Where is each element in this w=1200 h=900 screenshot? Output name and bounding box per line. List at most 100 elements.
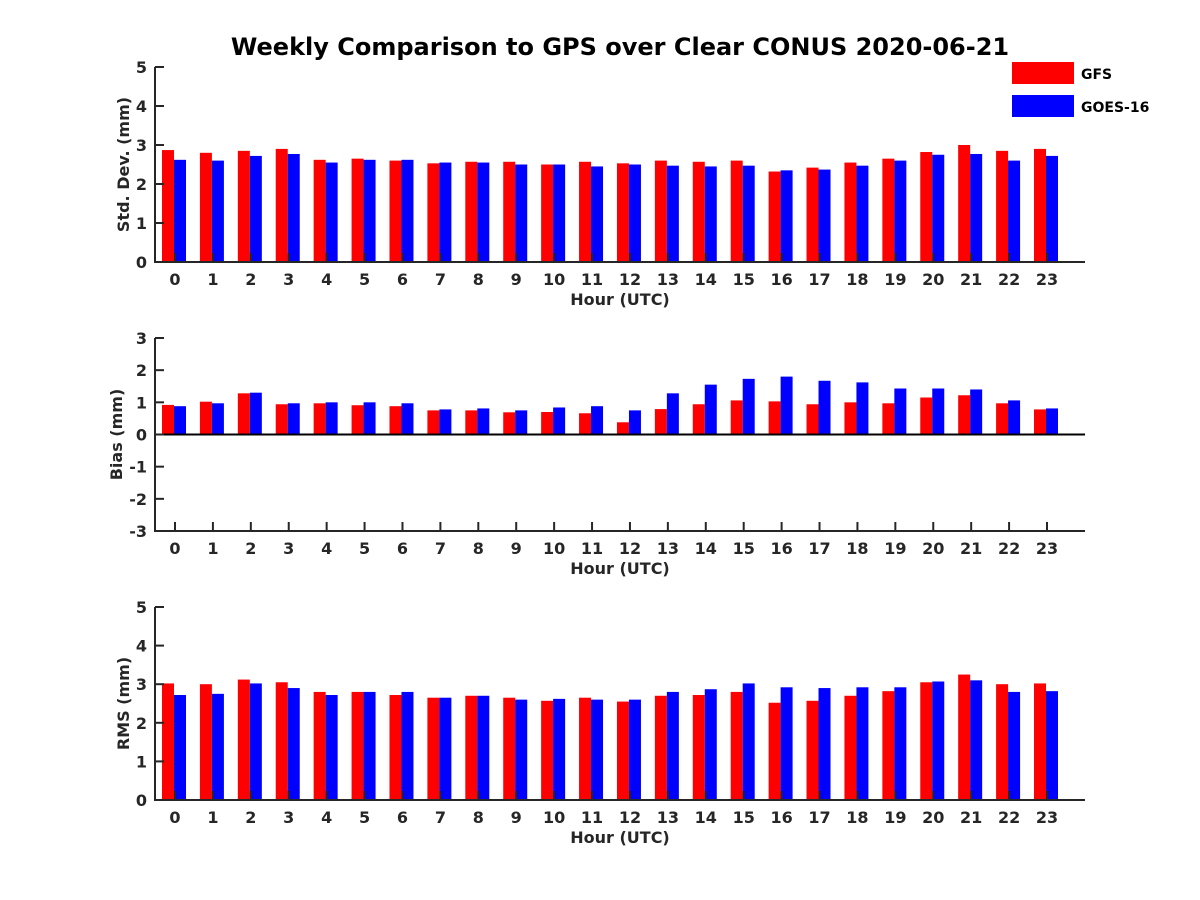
rms-x-tick-label: 17 [808, 808, 830, 827]
rms-x-tick-label: 14 [695, 808, 717, 827]
std-dev-bar-goes16-9 [515, 164, 528, 262]
bias-x-tick-label: 15 [733, 539, 755, 558]
rms-bar-goes16-22 [1008, 691, 1021, 800]
bias-bar-gfs-21 [958, 395, 971, 435]
std-dev-bar-goes16-20 [932, 154, 945, 262]
bias-x-tick-label: 20 [922, 539, 944, 558]
legend-label-goes16: GOES-16 [1081, 100, 1149, 116]
rms-x-tick-label: 0 [169, 808, 180, 827]
rms-bar-gfs-5 [351, 691, 364, 800]
rms-x-tick-label: 1 [207, 808, 218, 827]
std-dev-bar-gfs-8 [465, 161, 478, 262]
bias-x-tick-label: 7 [435, 539, 446, 558]
bias-x-tick-label: 2 [245, 539, 256, 558]
rms-bar-goes16-17 [818, 688, 831, 800]
rms-x-tick-label: 9 [511, 808, 522, 827]
rms-bar-gfs-16 [768, 702, 781, 800]
bias-y-tick-label: 0 [136, 426, 147, 445]
bias-x-axis-label: Hour (UTC) [570, 559, 670, 578]
std-dev-bar-gfs-1 [199, 152, 212, 262]
rms-bar-gfs-18 [844, 695, 857, 800]
std-dev-bar-gfs-0 [162, 150, 174, 262]
bias-x-tick-label: 8 [473, 539, 484, 558]
legend: GFS GOES-16 [1012, 62, 1149, 117]
bias-bar-goes16-0 [174, 406, 186, 435]
bias-x-tick-label: 18 [846, 539, 868, 558]
std-dev-x-tick-label: 2 [245, 270, 256, 289]
rms-x-tick-label: 20 [922, 808, 944, 827]
bias-x-tick-label: 17 [808, 539, 830, 558]
rms-bar-gfs-7 [427, 697, 440, 800]
bias-bar-goes16-6 [401, 403, 414, 435]
rms-x-tick-label: 7 [435, 808, 446, 827]
bias-x-tick-label: 11 [581, 539, 603, 558]
std-dev-bar-goes16-10 [553, 164, 566, 262]
bias-bar-gfs-1 [199, 401, 212, 435]
rms-bar-goes16-12 [628, 699, 641, 800]
bias-y-tick-label: -3 [129, 522, 147, 541]
rms-bar-gfs-10 [541, 700, 554, 800]
std-dev-y-tick-label: 1 [136, 214, 147, 233]
std-dev-bar-goes16-15 [742, 165, 755, 262]
rms-bar-gfs-12 [616, 701, 629, 800]
rms-bar-goes16-6 [401, 691, 414, 800]
std-dev-y-tick-label: 0 [136, 253, 147, 272]
legend-swatch-gfs [1012, 62, 1074, 84]
bias-bar-goes16-3 [287, 403, 300, 435]
std-dev-bar-gfs-15 [730, 160, 743, 262]
bias-x-tick-label: 21 [960, 539, 982, 558]
rms-bar-goes16-2 [249, 683, 262, 800]
bias-bar-gfs-16 [768, 401, 781, 435]
rms-y-tick-label: 0 [136, 791, 147, 810]
rms-bar-gfs-8 [465, 695, 478, 800]
bias-bar-goes16-20 [932, 388, 945, 435]
bias-x-tick-label: 4 [321, 539, 332, 558]
rms-bar-goes16-1 [211, 693, 224, 800]
bias-bar-goes16-8 [477, 408, 490, 435]
rms-y-tick-label: 4 [136, 637, 147, 656]
rms-bar-gfs-15 [730, 691, 743, 800]
bias-bar-goes16-11 [591, 406, 604, 435]
bias-x-tick-label: 0 [169, 539, 180, 558]
bias-y-tick-label: 3 [136, 329, 147, 348]
rms-x-tick-label: 11 [581, 808, 603, 827]
bias-bar-goes16-19 [894, 388, 907, 435]
std-dev-bar-gfs-5 [351, 158, 364, 262]
bias-bar-goes16-12 [628, 410, 641, 435]
std-dev-bar-gfs-4 [313, 159, 326, 262]
rms-x-tick-label: 10 [543, 808, 565, 827]
std-dev-y-tick-label: 3 [136, 136, 147, 155]
std-dev-bar-goes16-3 [287, 153, 300, 262]
std-dev-bar-goes16-7 [439, 162, 452, 262]
bias-y-tick-label: 2 [136, 361, 147, 380]
bias-bar-gfs-13 [654, 409, 667, 435]
rms-bar-gfs-4 [313, 691, 326, 800]
std-dev-bar-gfs-12 [616, 163, 629, 262]
std-dev-bar-gfs-9 [503, 161, 516, 262]
rms-y-tick-label: 3 [136, 675, 147, 694]
std-dev-x-tick-label: 21 [960, 270, 982, 289]
rms-bar-goes16-19 [894, 687, 907, 800]
bias-bar-goes16-2 [249, 392, 262, 435]
std-dev-x-tick-label: 13 [657, 270, 679, 289]
rms-x-tick-label: 13 [657, 808, 679, 827]
rms-bar-gfs-6 [389, 695, 402, 800]
bias-bar-goes16-16 [780, 376, 793, 435]
rms-bar-gfs-14 [692, 695, 705, 800]
std-dev-bar-gfs-3 [275, 148, 288, 262]
std-dev-bar-goes16-13 [666, 165, 679, 262]
bias-bar-gfs-11 [579, 413, 592, 435]
rms-y-tick-label: 1 [136, 752, 147, 771]
std-dev-bar-gfs-2 [237, 150, 250, 262]
bias-x-tick-label: 22 [998, 539, 1020, 558]
rms-x-tick-label: 21 [960, 808, 982, 827]
rms-x-tick-label: 6 [397, 808, 408, 827]
bias-bar-gfs-14 [692, 404, 705, 435]
bias-x-tick-label: 3 [283, 539, 294, 558]
bias-x-tick-label: 23 [1036, 539, 1058, 558]
bias-bar-gfs-22 [996, 403, 1009, 435]
std-dev-y-tick-label: 4 [136, 97, 147, 116]
std-dev-bar-gfs-7 [427, 163, 440, 262]
bias-bar-gfs-23 [1034, 409, 1046, 435]
